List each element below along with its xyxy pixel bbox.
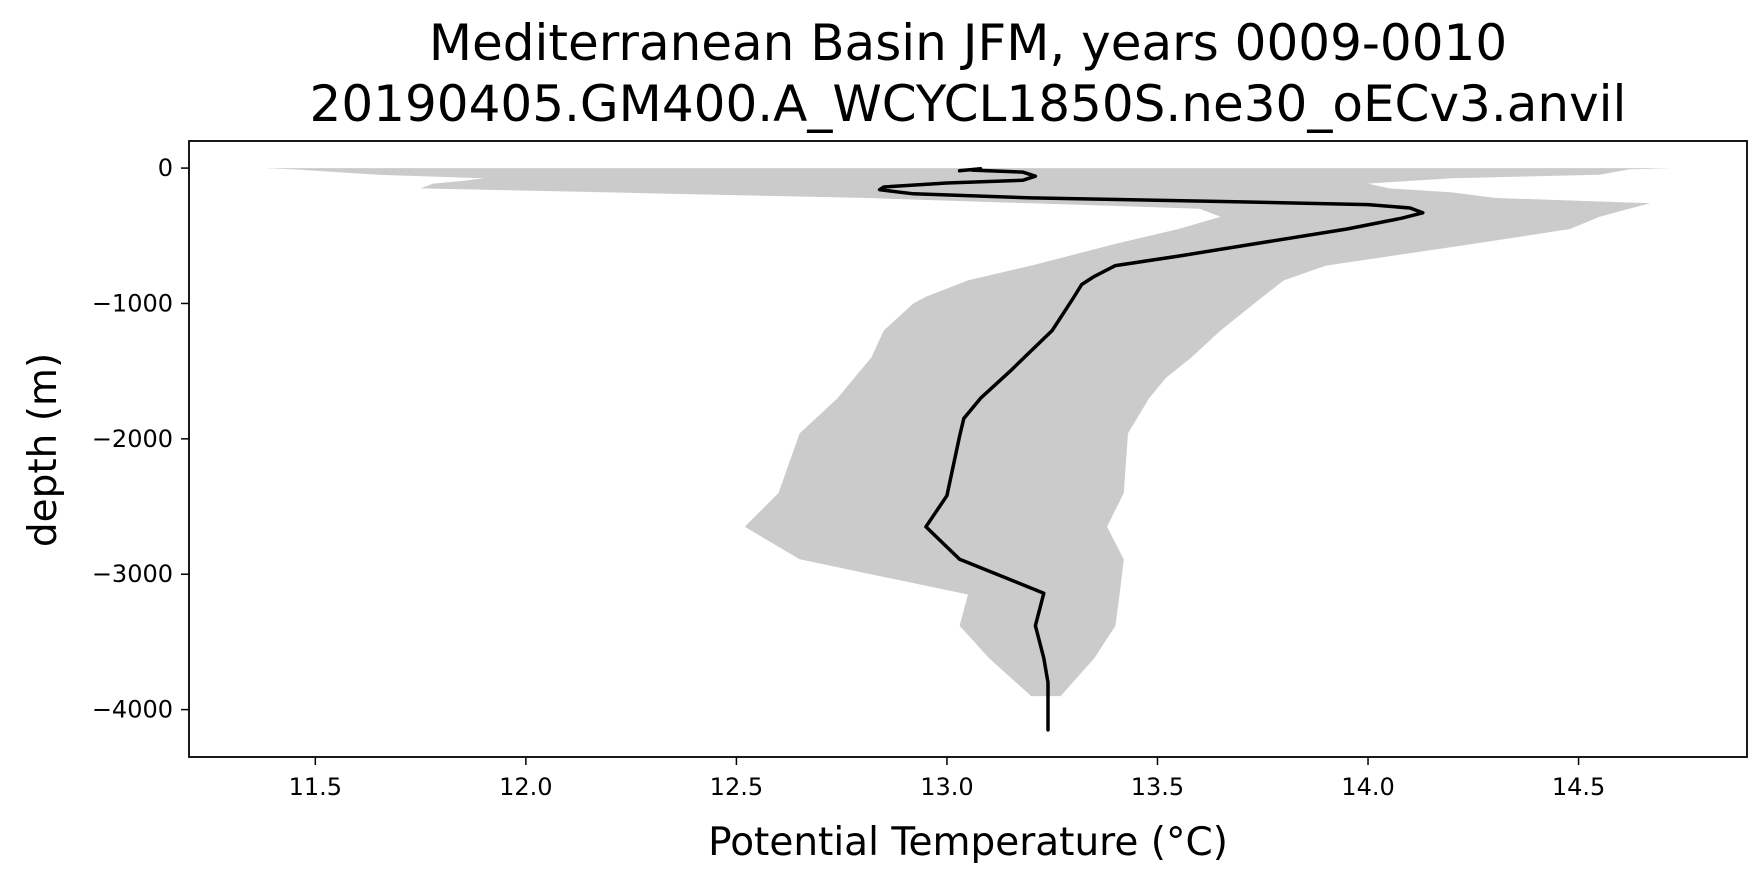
y-tick-label: −2000 [92,425,173,453]
plot-frame [188,140,1748,758]
chart-title: Mediterranean Basin JFM, years 0009-0010 [429,14,1507,72]
y-tick-label: −1000 [92,289,173,317]
x-axis-label: Potential Temperature (°C) [708,820,1228,865]
x-tick-label: 14.5 [1552,773,1605,801]
chart-subtitle: 20190405.GM400.A_WCYCL1850S.ne30_oECv3.a… [310,75,1627,133]
y-tick-label: 0 [158,154,173,182]
y-tick-label: −4000 [92,696,173,724]
x-tick-label: 13.5 [1131,773,1184,801]
y-tick-label: −3000 [92,560,173,588]
y-axis-label: depth (m) [21,353,66,547]
x-tick-label: 13.0 [920,773,973,801]
x-tick-label: 12.0 [499,773,552,801]
y-axis: 0 −1000 −2000 −3000 −4000 [92,154,189,724]
x-tick-label: 14.0 [1341,773,1394,801]
x-tick-label: 11.5 [289,773,342,801]
plot-area [264,167,1672,732]
spread-band [264,168,1672,697]
x-tick-label: 12.5 [710,773,763,801]
profile-line [877,167,1425,732]
x-axis: 11.5 12.0 12.5 13.0 13.5 14.0 14.5 [289,757,1605,801]
